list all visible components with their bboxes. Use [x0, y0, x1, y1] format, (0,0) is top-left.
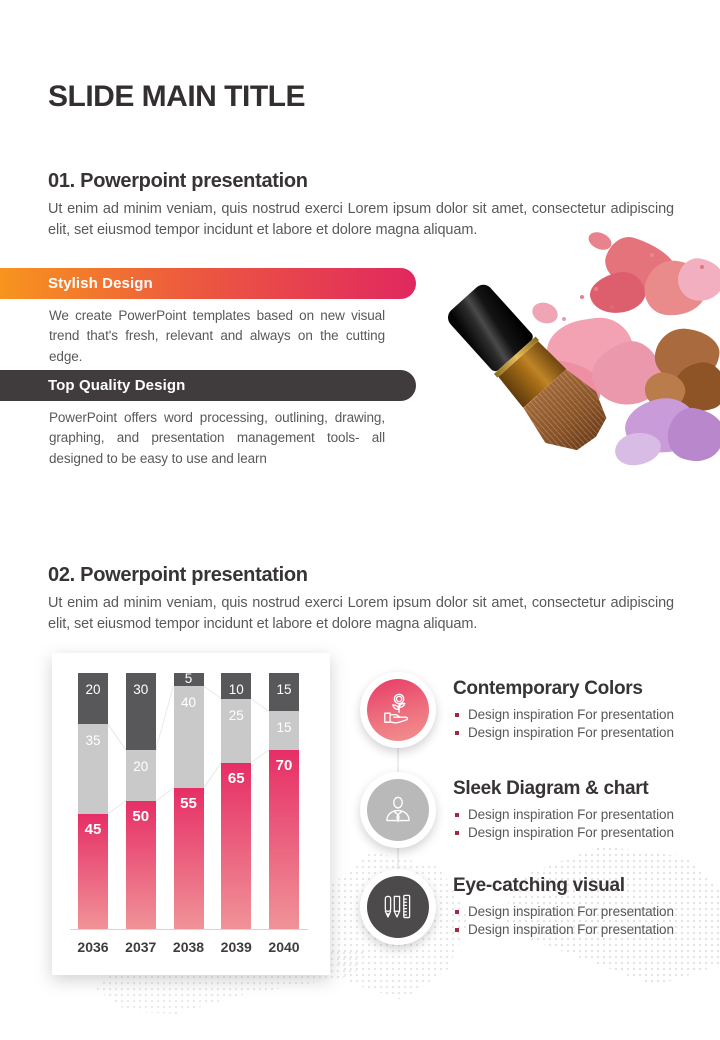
x-axis-line	[70, 929, 308, 930]
bar-value-label: 65	[227, 769, 245, 787]
bullet-marker	[455, 813, 459, 817]
bar-value-label: 30	[133, 682, 149, 697]
businessman-icon	[367, 779, 429, 841]
bar-value-label: 40	[180, 694, 197, 710]
feature-bullet: Design inspiration For presentation	[453, 922, 719, 937]
feature-bullet: Design inspiration For presentation	[453, 807, 719, 822]
bar-segment-middle-gray: 40	[173, 685, 204, 789]
powder-purple	[613, 431, 663, 467]
x-axis-label: 2038	[172, 939, 205, 955]
bar-segment-bottom-pink: 70	[269, 749, 299, 929]
bar-segment-middle-gray: 20	[125, 749, 156, 801]
banner-label: Top Quality Design	[48, 377, 186, 394]
bar-value-label: 55	[180, 795, 197, 813]
chart-plot-area: 45 35 20 2036 50 20 30 2037 55 40 5 2038 65 25 10 2039 7…	[52, 653, 330, 975]
banner-label: Stylish Design	[48, 275, 153, 292]
bar-segment-top-charcoal: 30	[125, 673, 156, 750]
bar-value-label: 35	[85, 733, 101, 749]
bullet-marker	[455, 910, 459, 914]
feature-circle	[360, 772, 436, 848]
bar-value-label: 15	[276, 682, 292, 697]
feature-eye-catching: Eye-catching visual Design inspiration F…	[360, 869, 720, 949]
bar-value-label: 10	[228, 682, 244, 697]
bar-segment-bottom-pink: 65	[221, 762, 252, 929]
bar-value-label: 70	[275, 756, 293, 774]
feature-sleek-diagram: Sleek Diagram & chart Design inspiration…	[360, 772, 720, 852]
bullet-marker	[455, 713, 459, 717]
bar-segment-bottom-pink: 45	[78, 813, 108, 929]
bar-segment-bottom-pink: 50	[125, 801, 156, 929]
x-axis-label: 2037	[125, 939, 157, 955]
top-quality-design-description: PowerPoint offers word processing, outli…	[49, 410, 385, 466]
x-axis-label: 2036	[77, 939, 109, 955]
section2-body: Ut enim ad minim veniam, quis nostrud ex…	[48, 595, 674, 633]
stacked-bar-chart-card: 45 35 20 2036 50 20 30 2037 55 40 5 2038 65 25 10 2039 7…	[52, 653, 330, 975]
bullet-marker	[455, 731, 459, 735]
feature-bullet: Design inspiration For presentation	[453, 707, 719, 722]
bar-value-label: 20	[133, 758, 149, 774]
bullet-marker	[455, 831, 459, 835]
bar-segment-top-charcoal: 10	[221, 673, 252, 699]
x-axis-label: 2039	[220, 939, 252, 955]
section2-heading: 02. Powerpoint presentation	[48, 564, 308, 586]
bullet-marker	[455, 928, 459, 932]
feature-title: Contemporary Colors	[453, 678, 643, 699]
page-title: SLIDE MAIN TITLE	[48, 80, 306, 113]
makeup-photo	[440, 228, 720, 483]
feature-title: Eye-catching visual	[453, 875, 625, 896]
bar-value-label: 50	[132, 808, 150, 825]
feature-bullet: Design inspiration For presentation	[453, 825, 719, 840]
bar-segment-top-charcoal: 15	[269, 673, 299, 712]
stylish-design-banner: Stylish Design	[0, 268, 416, 299]
bar-segment-top-charcoal: 20	[78, 673, 108, 725]
powder-speckles	[580, 295, 584, 299]
bar-segment-bottom-pink: 55	[173, 788, 204, 929]
feature-text: Sleek Diagram & chart Design inspiration…	[453, 778, 719, 843]
feature-contemporary-colors: Contemporary Colors Design inspiration F…	[360, 672, 720, 752]
hand-money-plant-icon	[367, 679, 429, 741]
bar-value-label: 45	[84, 820, 102, 838]
section1-heading: 01. Powerpoint presentation	[48, 170, 308, 192]
bar-segment-middle-gray: 25	[221, 698, 252, 763]
feature-bullet: Design inspiration For presentation	[453, 904, 719, 919]
bar-segment-middle-gray: 15	[269, 711, 299, 750]
bar-segment-top-charcoal: 5	[173, 671, 204, 686]
stylish-design-description: We create PowerPoint templates based on …	[49, 308, 385, 364]
bar-value-label: 15	[276, 720, 292, 736]
feature-text: Contemporary Colors Design inspiration F…	[453, 678, 719, 743]
bar-value-label: 20	[85, 682, 101, 697]
x-axis-label: 2040	[268, 939, 300, 955]
feature-text: Eye-catching visual Design inspiration F…	[453, 875, 719, 940]
feature-title: Sleek Diagram & chart	[453, 778, 649, 799]
feature-circle	[360, 869, 436, 945]
section1-body: Ut enim ad minim veniam, quis nostrud ex…	[48, 201, 674, 239]
bar-value-label: 5	[184, 671, 193, 686]
feature-bullet: Design inspiration For presentation	[453, 725, 719, 740]
bar-segment-middle-gray: 35	[78, 724, 108, 814]
top-quality-design-banner: Top Quality Design	[0, 370, 416, 401]
stationery-icon	[367, 876, 429, 938]
bar-value-label: 25	[228, 707, 244, 723]
feature-circle	[360, 672, 436, 748]
